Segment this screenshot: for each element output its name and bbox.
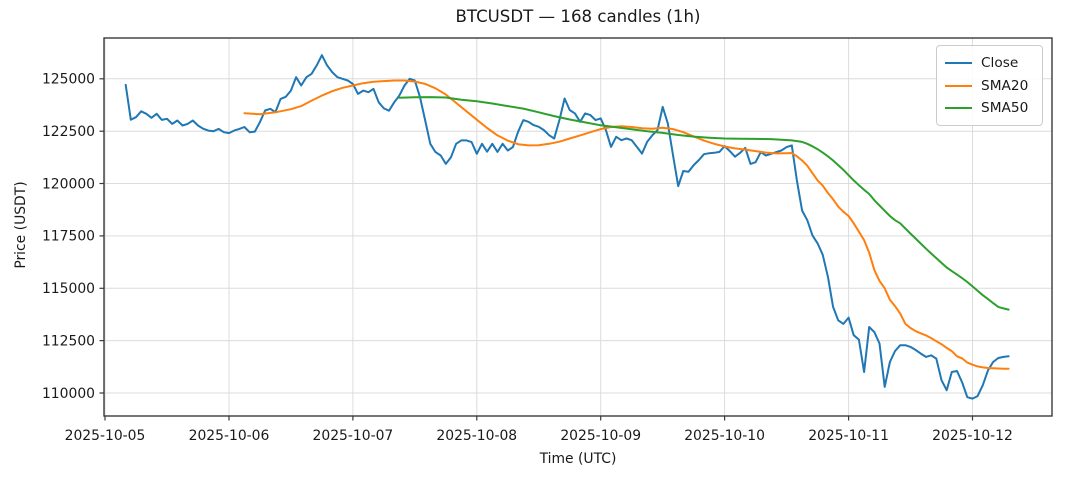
legend: Close SMA20 SMA50 <box>936 45 1043 126</box>
legend-label-sma50: SMA50 <box>981 100 1029 117</box>
x-tick-label: 2025-10-07 <box>313 428 394 444</box>
y-tick-label: 125000 <box>42 72 95 88</box>
x-tick-label: 2025-10-11 <box>808 428 889 444</box>
legend-item-close: Close <box>945 52 1034 75</box>
x-tick-label: 2025-10-09 <box>560 428 641 444</box>
y-tick-label: 122500 <box>42 124 95 140</box>
legend-line-sample-sma50 <box>945 107 972 110</box>
legend-line-sample-close <box>945 62 972 65</box>
legend-label-sma20: SMA20 <box>981 77 1029 94</box>
plot-area-border <box>103 37 1053 417</box>
x-tick-label: 2025-10-08 <box>436 428 517 444</box>
x-tick-label: 2025-10-12 <box>932 428 1013 444</box>
x-tick-label: 2025-10-06 <box>189 428 270 444</box>
legend-label-close: Close <box>981 55 1019 72</box>
x-tick-label: 2025-10-05 <box>65 428 146 444</box>
x-tick-label: 2025-10-10 <box>684 428 765 444</box>
legend-item-sma50: SMA50 <box>945 97 1034 120</box>
y-tick-label: 120000 <box>42 176 95 192</box>
y-tick-label: 112500 <box>42 333 95 349</box>
x-axis-label: Time (UTC) <box>539 451 617 467</box>
y-tick-label: 117500 <box>42 229 95 245</box>
legend-item-sma20: SMA20 <box>945 75 1034 98</box>
series-line-close <box>124 54 1010 400</box>
y-tick-label: 110000 <box>42 386 95 402</box>
legend-line-sample-sma20 <box>945 84 972 87</box>
series-line-sma50 <box>398 96 1010 311</box>
series-line-sma20 <box>243 79 1010 370</box>
y-tick-label: 115000 <box>42 281 95 297</box>
y-axis-label: Price (USDT) <box>13 181 29 269</box>
chart-title: BTCUSDT — 168 candles (1h) <box>455 7 701 26</box>
